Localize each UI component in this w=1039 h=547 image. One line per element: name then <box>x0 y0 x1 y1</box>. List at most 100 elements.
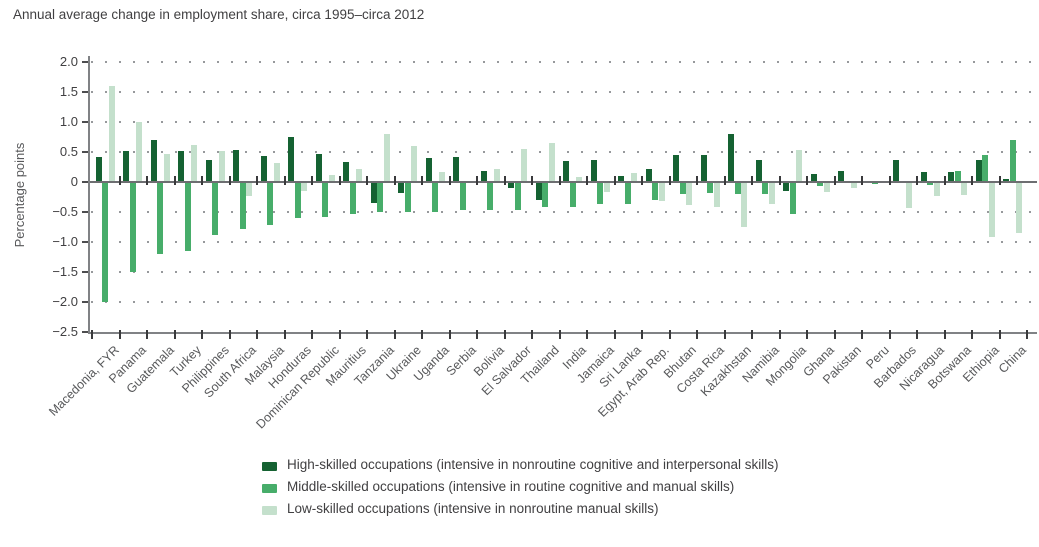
y-tick-label: −1.5 <box>52 263 78 279</box>
bar-middle-18 <box>597 182 603 204</box>
bar-middle-1 <box>129 182 136 272</box>
bar-middle-11 <box>404 182 411 212</box>
bar-high-12 <box>425 158 432 182</box>
y-axis-tick <box>82 300 90 303</box>
zero-line-tick <box>366 176 368 185</box>
bar-high-17 <box>563 161 569 182</box>
bar-low-17 <box>576 176 582 182</box>
bar-high-4 <box>205 159 212 182</box>
zero-line-tick <box>118 176 121 185</box>
x-axis-tick <box>998 329 1001 339</box>
bar-middle-21 <box>679 182 686 194</box>
bar-low-22 <box>713 182 720 207</box>
bar-middle-10 <box>377 182 383 212</box>
bar-low-7 <box>301 182 307 191</box>
legend-label-middle: Middle-skilled occupations (intensive in… <box>287 479 735 494</box>
y-axis-tick <box>82 151 90 154</box>
legend: High-skilled occupations (intensive in n… <box>262 457 779 523</box>
zero-line-tick <box>228 176 231 185</box>
x-axis-tick <box>916 329 918 339</box>
bar-middle-22 <box>707 182 713 193</box>
bar-high-8 <box>315 153 322 182</box>
x-axis-tick <box>366 329 368 339</box>
bar-high-33 <box>1003 179 1009 182</box>
x-axis-line <box>88 331 1037 334</box>
zero-line-tick <box>503 176 506 185</box>
bar-middle-16 <box>542 182 548 208</box>
zero-line-tick <box>778 176 781 185</box>
zero-line-tick <box>971 176 973 185</box>
zero-line-tick <box>531 176 533 185</box>
bar-middle-20 <box>652 182 658 200</box>
zero-line-tick <box>751 176 753 185</box>
bar-high-1 <box>123 150 129 182</box>
zero-line-tick <box>668 176 671 185</box>
zero-line-tick <box>888 176 891 185</box>
x-axis-tick <box>806 329 808 339</box>
bar-high-6 <box>260 156 267 182</box>
bar-low-19 <box>631 173 637 182</box>
bar-middle-6 <box>267 182 273 226</box>
bar-low-25 <box>796 150 802 182</box>
y-axis-tick <box>82 270 90 273</box>
zero-line-tick <box>173 176 176 185</box>
bar-high-30 <box>920 172 927 182</box>
y-axis-tick <box>82 240 90 243</box>
legend-label-low: Low-skilled occupations (intensive in no… <box>287 501 659 516</box>
bar-middle-31 <box>954 171 961 182</box>
bar-middle-3 <box>184 182 191 252</box>
x-axis-tick <box>778 329 781 339</box>
y-axis-tick <box>82 210 90 213</box>
bar-low-15 <box>521 149 527 182</box>
x-axis-tick <box>228 329 231 339</box>
bar-high-29 <box>893 159 899 182</box>
bar-high-26 <box>810 173 817 182</box>
bar-low-6 <box>273 162 280 182</box>
bar-high-19 <box>618 176 624 182</box>
bar-middle-8 <box>322 182 328 217</box>
gridline <box>91 151 1037 154</box>
y-tick-label: 2.0 <box>59 54 78 70</box>
bar-high-23 <box>728 134 734 182</box>
y-tick-label: 0.5 <box>59 144 78 160</box>
legend-swatch-middle-icon <box>262 484 277 493</box>
bar-middle-33 <box>1009 140 1016 182</box>
bar-middle-30 <box>927 182 933 185</box>
zero-line-tick <box>283 176 286 185</box>
zero-line <box>90 181 1037 183</box>
bar-low-14 <box>493 168 500 182</box>
bar-low-4 <box>218 150 225 182</box>
bar-low-27 <box>851 182 857 188</box>
bar-middle-19 <box>624 182 631 204</box>
y-tick-label: 0 <box>70 174 78 189</box>
x-axis-tick <box>311 329 313 339</box>
bar-low-8 <box>328 174 335 182</box>
bar-low-12 <box>438 172 445 182</box>
gridline <box>91 300 1037 303</box>
y-axis-tick <box>82 181 90 183</box>
x-axis-tick <box>146 329 148 339</box>
gridline <box>91 61 1037 64</box>
bar-low-0 <box>108 86 115 182</box>
bar-high-22 <box>700 155 707 182</box>
x-axis-tick <box>476 329 478 339</box>
zero-line-tick <box>806 176 808 185</box>
bar-middle-9 <box>349 182 356 215</box>
bar-middle-12 <box>432 182 438 212</box>
zero-line-tick <box>998 176 1001 185</box>
zero-line-tick <box>558 176 561 185</box>
x-axis-tick <box>641 329 643 339</box>
bar-high-27 <box>838 170 844 182</box>
x-axis-tick <box>91 329 93 339</box>
bar-high-10 <box>370 182 377 203</box>
y-tick-label: 1.0 <box>59 114 78 130</box>
y-tick-label: −1.0 <box>52 233 78 249</box>
bar-high-7 <box>288 136 294 182</box>
legend-swatch-high-icon <box>262 462 277 471</box>
y-axis-tick <box>82 121 90 124</box>
zero-line-tick <box>916 176 918 185</box>
y-axis-tick <box>82 91 90 94</box>
bar-middle-28 <box>872 182 878 185</box>
y-axis-tick <box>82 330 90 333</box>
bar-middle-7 <box>294 182 301 219</box>
